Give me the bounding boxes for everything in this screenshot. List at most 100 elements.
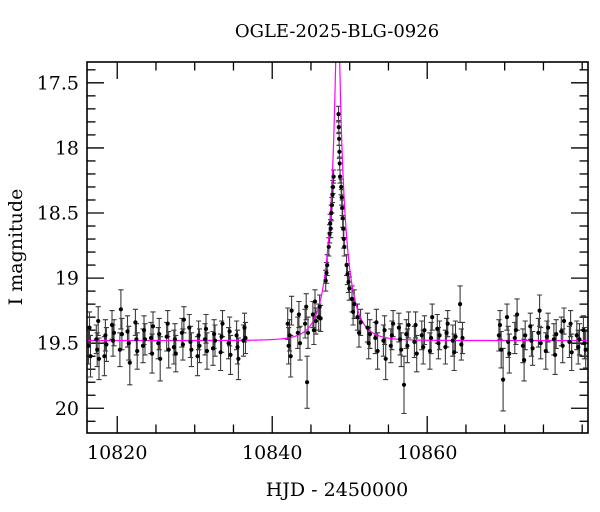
data-point (202, 337, 208, 342)
data-point (220, 321, 225, 326)
data-point (336, 125, 341, 130)
data-point (338, 174, 343, 179)
data-point (530, 346, 535, 351)
data-point (313, 318, 318, 324)
data-point (340, 216, 345, 221)
data-point (305, 330, 311, 335)
data-point (507, 351, 512, 356)
data-point (404, 332, 409, 337)
data-point (317, 304, 322, 309)
data-point (436, 341, 441, 346)
data-point (568, 321, 573, 326)
data-point (324, 270, 329, 275)
data-point (204, 348, 210, 354)
data-point (326, 244, 331, 249)
data-point (203, 326, 209, 331)
data-point (339, 184, 344, 190)
data-point (523, 333, 528, 338)
data-point (427, 348, 432, 354)
data-point (134, 337, 139, 342)
data-point (96, 356, 102, 361)
data-point (287, 333, 292, 338)
data-point (289, 308, 294, 313)
x-tick-label: 10840 (242, 442, 302, 464)
data-point (337, 149, 342, 154)
model-curve (87, 62, 588, 342)
data-point (452, 350, 457, 355)
data-point (187, 325, 192, 330)
data-point (288, 354, 293, 359)
data-point (165, 321, 170, 326)
data-point (140, 343, 146, 348)
data-point (430, 315, 435, 320)
y-tick-label: 20 (55, 398, 79, 420)
data-point (398, 337, 403, 342)
data-point (327, 231, 332, 236)
data-point (328, 226, 333, 231)
data-point (87, 325, 92, 330)
chart-title: OGLE-2025-BLG-0926 (235, 21, 439, 42)
data-point (337, 161, 342, 166)
y-tick-label: 17.5 (37, 72, 79, 94)
data-point (102, 354, 107, 359)
data-points (87, 112, 588, 387)
data-point (133, 320, 138, 325)
data-point (173, 351, 178, 356)
data-point (195, 354, 200, 359)
data-point (529, 338, 534, 343)
data-point (148, 335, 154, 341)
data-point (536, 330, 541, 335)
data-point (329, 203, 334, 208)
data-point (554, 332, 559, 337)
data-point (349, 296, 355, 301)
data-point (179, 330, 184, 335)
data-point (228, 352, 233, 357)
data-point (543, 348, 548, 354)
data-point (577, 337, 582, 342)
data-point (88, 354, 93, 359)
data-point (346, 279, 351, 285)
data-point (352, 302, 357, 307)
data-point (551, 337, 557, 342)
plot-frame (86, 61, 589, 434)
y-tick-label: 19.5 (37, 333, 79, 355)
data-point (383, 356, 388, 361)
data-point (318, 316, 323, 321)
data-point (389, 333, 394, 338)
data-point (437, 333, 442, 338)
y-axis-label: I magnitude (5, 189, 27, 306)
data-point (323, 278, 328, 283)
data-point (297, 341, 303, 346)
data-point (569, 350, 574, 355)
data-point (388, 343, 393, 348)
data-point (496, 333, 501, 338)
data-point (506, 339, 511, 344)
data-point (374, 320, 379, 325)
data-point (135, 348, 140, 354)
data-point (304, 304, 309, 309)
data-point (104, 342, 109, 347)
data-point (164, 334, 169, 339)
data-point (445, 321, 450, 326)
data-point (450, 338, 455, 343)
data-point (94, 337, 99, 342)
data-point (419, 333, 424, 338)
data-point (356, 330, 362, 335)
data-point (117, 347, 122, 352)
data-point (126, 341, 131, 346)
data-point (328, 221, 333, 226)
data-point (459, 342, 464, 347)
data-point (227, 329, 232, 334)
data-point (413, 322, 418, 328)
data-point (219, 334, 224, 339)
data-point (435, 326, 440, 331)
data-point (158, 356, 163, 361)
data-point (234, 333, 239, 338)
data-point (344, 263, 349, 268)
data-point (295, 330, 300, 335)
data-point (538, 341, 543, 346)
data-point (180, 342, 185, 347)
data-point (355, 315, 360, 320)
